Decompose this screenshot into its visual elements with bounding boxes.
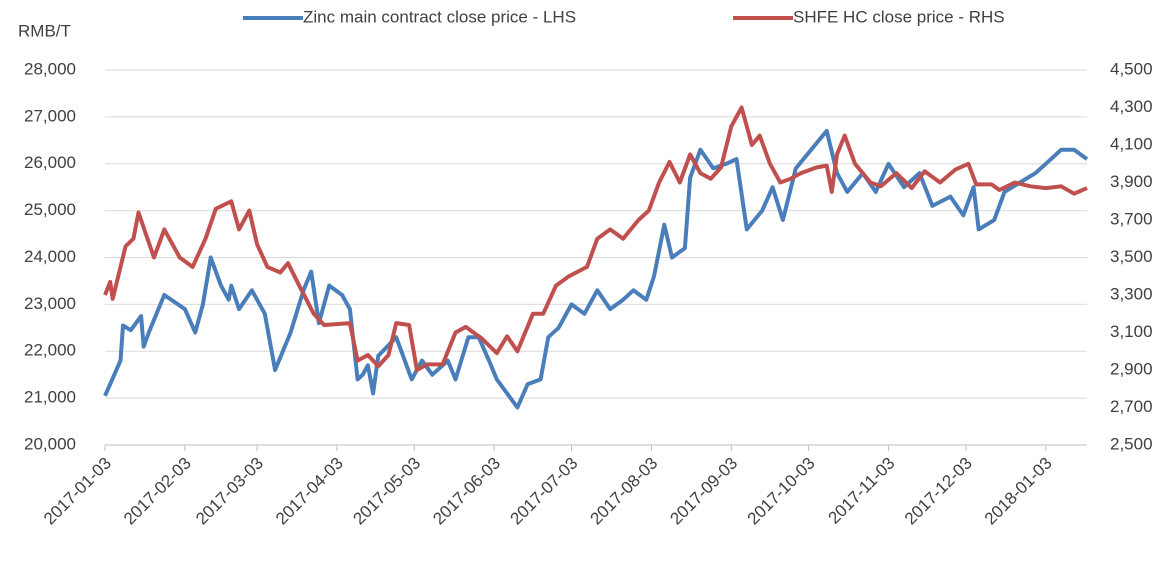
x-tick-label: 2017-02-03 bbox=[120, 454, 195, 529]
y-tick-label: 26,000 bbox=[24, 153, 76, 172]
x-tick-label: 2017-04-03 bbox=[272, 454, 347, 529]
x-tick-label: 2017-08-03 bbox=[586, 454, 661, 529]
y-tick-label: 21,000 bbox=[24, 388, 76, 407]
y-tick-label: 28,000 bbox=[24, 59, 76, 78]
y2-tick-label: 3,500 bbox=[1110, 247, 1153, 266]
x-tick-label: 2017-06-03 bbox=[429, 454, 504, 529]
y2-tick-label: 2,900 bbox=[1110, 359, 1153, 378]
y-axis-label: RMB/T bbox=[18, 21, 71, 40]
y2-tick-label: 3,100 bbox=[1110, 322, 1153, 341]
y-tick-label: 23,000 bbox=[24, 294, 76, 313]
legend-label: Zinc main contract close price - LHS bbox=[303, 7, 576, 26]
legend-label: SHFE HC close price - RHS bbox=[793, 7, 1005, 26]
x-tick-label: 2017-07-03 bbox=[507, 454, 582, 529]
y2-tick-label: 2,700 bbox=[1110, 397, 1153, 416]
y2-tick-label: 3,700 bbox=[1110, 209, 1153, 228]
y-tick-label: 27,000 bbox=[24, 106, 76, 125]
y2-tick-label: 4,100 bbox=[1110, 134, 1153, 153]
y2-tick-label: 4,500 bbox=[1110, 59, 1153, 78]
x-tick-label: 2017-10-03 bbox=[744, 454, 819, 529]
x-tick-label: 2017-05-03 bbox=[349, 454, 424, 529]
x-tick-label: 2017-09-03 bbox=[666, 454, 741, 529]
x-tick-label: 2017-01-03 bbox=[40, 454, 115, 529]
y-tick-label: 20,000 bbox=[24, 434, 76, 453]
series-line bbox=[103, 128, 1089, 410]
y2-tick-label: 4,300 bbox=[1110, 97, 1153, 116]
y-tick-label: 24,000 bbox=[24, 247, 76, 266]
y2-tick-label: 3,900 bbox=[1110, 172, 1153, 191]
x-tick-label: 2018-01-03 bbox=[981, 454, 1056, 529]
y2-tick-label: 2,500 bbox=[1110, 434, 1153, 453]
y2-tick-label: 3,300 bbox=[1110, 284, 1153, 303]
x-tick-label: 2017-12-03 bbox=[901, 454, 976, 529]
x-tick-label: 2017-03-03 bbox=[192, 454, 267, 529]
x-tick-label: 2017-11-03 bbox=[825, 454, 899, 528]
y-tick-label: 25,000 bbox=[24, 200, 76, 219]
y-tick-label: 22,000 bbox=[24, 341, 76, 360]
series-line bbox=[103, 105, 1088, 372]
